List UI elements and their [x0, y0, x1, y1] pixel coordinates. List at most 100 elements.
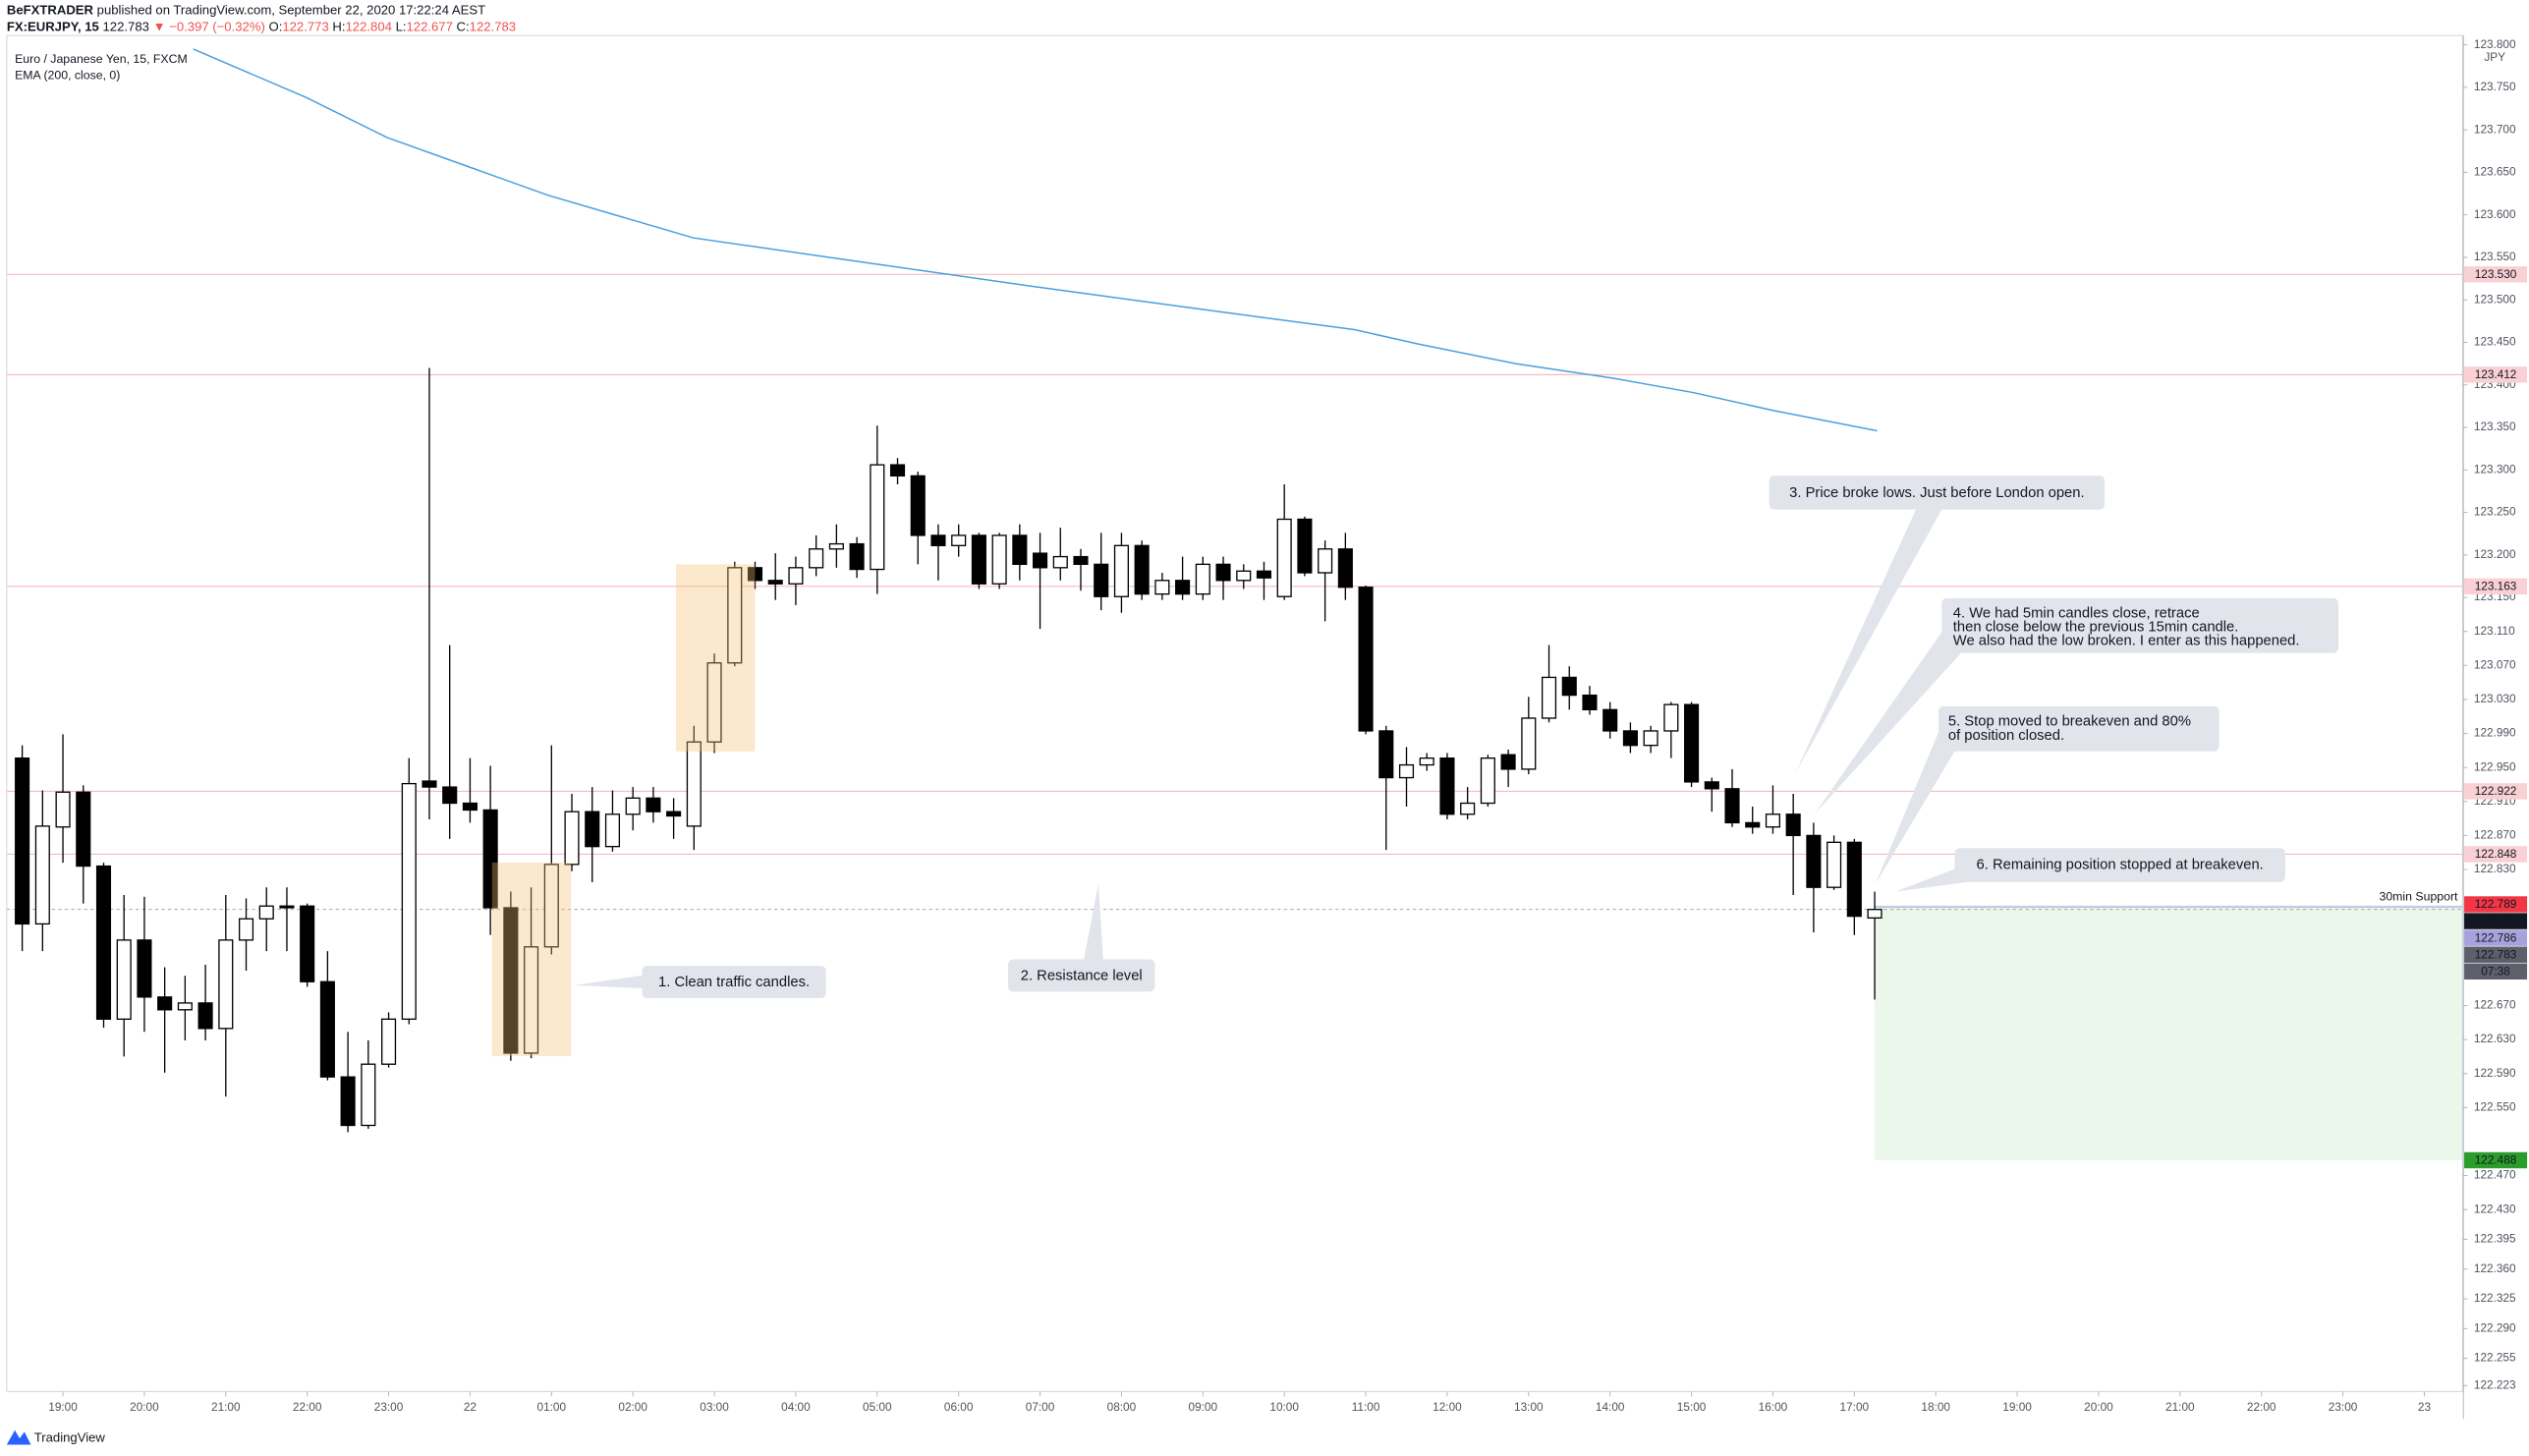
candle-body: [218, 939, 234, 1030]
y-tick-label: 123.650: [2474, 165, 2516, 179]
candle-body: [1622, 730, 1638, 747]
price-tag-label: 122.788: [2475, 914, 2517, 927]
y-tick-label: 123.550: [2474, 250, 2516, 263]
candle-body: [55, 791, 71, 828]
last: 122.783: [103, 20, 149, 34]
x-tick-label: 19:00: [48, 1400, 78, 1414]
candle-body: [76, 791, 91, 868]
y-tick-label: 122.990: [2474, 726, 2516, 740]
candle-body: [15, 757, 30, 925]
candle-body: [564, 811, 580, 866]
candle-body: [238, 918, 254, 941]
price-tag: [2464, 1151, 2528, 1169]
candle-body: [1052, 555, 1068, 569]
logo: TradingView: [6, 1429, 106, 1445]
candle-body: [1175, 580, 1191, 595]
candle-body: [910, 475, 926, 536]
y-tick-label: 122.395: [2474, 1232, 2516, 1246]
price-tag: [2464, 913, 2528, 929]
axis-tags: 123.530 123.412 123.163 122.922 122.848 122.7…: [2464, 266, 2528, 1169]
candle-body: [1724, 788, 1740, 824]
price-tag: [2464, 946, 2528, 963]
price-tag: [2464, 266, 2528, 283]
y-tick-label: 123.200: [2474, 547, 2516, 561]
candle-body: [1826, 841, 1842, 888]
candle-body: [1765, 813, 1780, 828]
candle-body: [646, 797, 661, 812]
candle-body: [604, 813, 621, 848]
candle-body: [930, 534, 946, 546]
x-tick-label: 22:00: [2247, 1400, 2276, 1414]
x-tick-label: 23: [2418, 1400, 2432, 1414]
candles-layer: [15, 367, 1883, 1133]
ema-line: [193, 48, 1878, 432]
y-tick-label: 122.590: [2474, 1066, 2516, 1080]
candle-body: [1541, 676, 1557, 719]
candle-body: [666, 811, 682, 817]
highlight-box: [675, 564, 756, 752]
indicator-label: EMA (200, close, 0): [15, 68, 120, 82]
published: published on TradingView.com, September …: [97, 3, 486, 18]
candle-body: [1785, 813, 1801, 837]
candle-body: [889, 464, 906, 477]
candle-body: [1663, 703, 1679, 732]
price-tag-label: 122.848: [2475, 847, 2517, 861]
callout: [1008, 959, 1155, 992]
x-tick-label: 14:00: [1596, 1400, 1625, 1414]
y-tick-label: 122.830: [2474, 862, 2516, 875]
candle-body: [1154, 580, 1170, 595]
candle-body: [524, 946, 539, 1054]
callout: [1939, 705, 2220, 752]
price-tag-label: 122.789: [2475, 897, 2517, 911]
candle-body: [1846, 841, 1862, 918]
candle-body: [1602, 708, 1618, 732]
candle-body: [870, 464, 885, 571]
x-tick-label: 13:00: [1514, 1400, 1544, 1414]
callout-text: 3. Price broke lows. Just before London …: [1789, 485, 2084, 501]
logo-text: TradingView: [34, 1429, 106, 1444]
candle-body: [849, 542, 865, 571]
target-zone: [1875, 905, 2463, 1160]
y-tick-label: 122.255: [2474, 1351, 2516, 1365]
ohlc-label: C:: [457, 20, 470, 34]
y-tick-label: 123.700: [2474, 122, 2516, 136]
candle-body: [300, 905, 315, 982]
x-tick-label: 23:00: [2329, 1400, 2358, 1414]
plot-frame: [6, 34, 2463, 1392]
price-tag: [2464, 929, 2528, 946]
candle-body: [177, 1002, 193, 1011]
x-tick-label: 03:00: [700, 1400, 729, 1414]
candle-body: [1073, 555, 1089, 566]
candle-body: [1398, 763, 1415, 779]
highlight-boxes: [491, 564, 756, 1056]
y-tick-label: 123.450: [2474, 335, 2516, 349]
x-tick-label: 23:00: [374, 1400, 404, 1414]
candle-body: [258, 905, 274, 920]
x-tick-label: 18:00: [1921, 1400, 1950, 1414]
ohlc-value: 122.783: [470, 20, 516, 34]
candle-body: [828, 542, 844, 550]
candle-body: [1318, 548, 1333, 574]
x-tick-label: 07:00: [1026, 1400, 1055, 1414]
candle-body: [197, 1002, 213, 1030]
candle-body: [279, 905, 295, 909]
x-tick-label: 04:00: [781, 1400, 811, 1414]
candle-body: [1195, 563, 1210, 595]
candle-body: [727, 567, 743, 664]
price-tag-label: 122.786: [2475, 930, 2517, 944]
highlight-box: [491, 863, 572, 1056]
currency: JPY: [2484, 50, 2505, 64]
x-tick-label: 22:00: [293, 1400, 322, 1414]
candle-body: [1297, 518, 1313, 574]
candle-body: [971, 534, 986, 585]
annotations: 1. Clean traffic candles. 2. Resistance …: [574, 476, 2339, 998]
y-tick-label: 122.550: [2474, 1099, 2516, 1113]
candle-body: [503, 907, 519, 1054]
candle-body: [1256, 570, 1272, 579]
ohlc-value: 122.804: [346, 20, 392, 34]
candle-body: [1867, 909, 1883, 920]
price-tag-label: 123.163: [2475, 579, 2517, 592]
candle-body: [1521, 717, 1537, 770]
price-tag: [2464, 366, 2528, 383]
